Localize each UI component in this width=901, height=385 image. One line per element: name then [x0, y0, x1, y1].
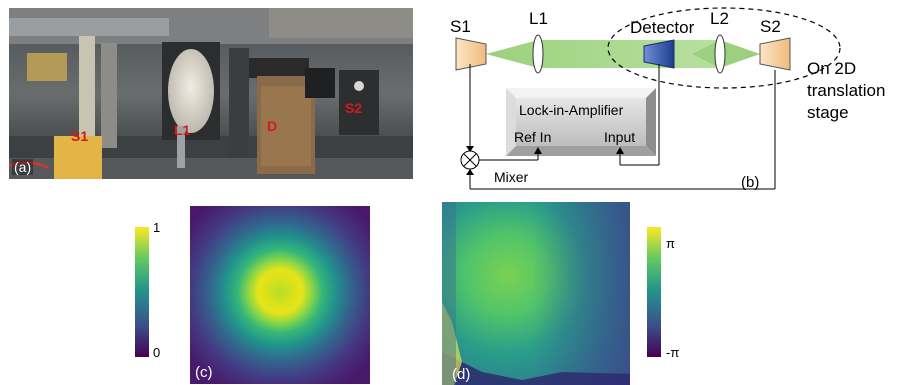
colorbar-amplitude — [135, 227, 149, 357]
amplitude-map — [190, 206, 370, 384]
panel-label-b: (b) — [741, 174, 759, 191]
lens-l1-icon — [532, 34, 544, 74]
label-l1: L1 — [529, 9, 548, 28]
source-s2-icon — [759, 37, 791, 71]
photo-tag-s1: S1 — [71, 128, 89, 144]
label-l2: L2 — [710, 9, 729, 28]
photo-tag-d: D — [267, 118, 278, 134]
phase-map — [442, 202, 630, 385]
stage-text-3: stage — [807, 103, 849, 122]
panel-label-a: (a) — [12, 159, 34, 175]
panel-label-d: (d) — [452, 366, 471, 383]
lens-l2-icon — [714, 34, 726, 74]
detector-icon — [643, 39, 675, 69]
source-s1-icon — [455, 37, 487, 71]
stage-text-2: translation — [807, 81, 885, 100]
label-s1: S1 — [450, 17, 471, 36]
colorbar-phase — [647, 227, 661, 357]
lockin-title: Lock-in-Amplifier — [519, 102, 624, 118]
colorbar-phase-min: -π — [666, 345, 680, 360]
colorbar-phase-max: π — [666, 236, 675, 251]
colorbar-amplitude-min: 0 — [153, 345, 161, 360]
photo-tag-s2: S2 — [345, 100, 363, 116]
label-s2: S2 — [760, 17, 781, 36]
ref-in-label: Ref In — [514, 129, 551, 145]
panel-label-c: (c) — [195, 364, 213, 381]
schematic-diagram: S1 L1 Detector L2 S2 On 2D translation s… — [430, 0, 901, 200]
photo-tag-l1: L1 — [174, 122, 191, 138]
colorbar-amplitude-max: 1 — [153, 220, 161, 235]
mixer-label: Mixer — [494, 169, 529, 185]
label-detector: Detector — [630, 18, 695, 37]
translation-stage-outline — [607, 7, 841, 89]
setup-photo: S1 L1 D S2 (a) — [9, 8, 413, 179]
setup-photo-image — [9, 8, 413, 179]
lockin-amplifier-box — [506, 88, 656, 156]
stage-text-1: On 2D — [807, 59, 856, 78]
beam-path-1 — [486, 40, 723, 68]
input-label: Input — [604, 129, 635, 145]
